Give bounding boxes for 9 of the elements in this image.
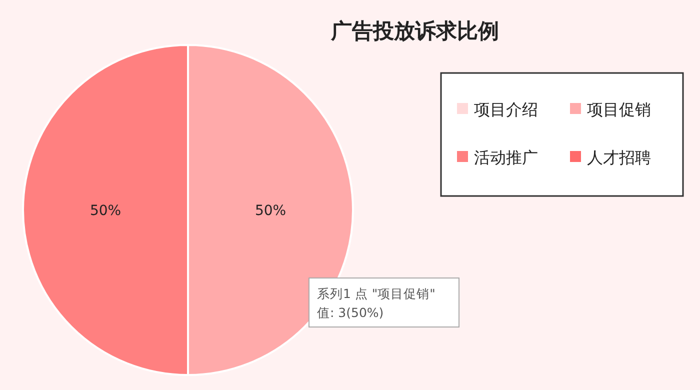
data-label: 50%: [90, 203, 122, 219]
legend-label: 人才招聘: [587, 148, 651, 167]
chart-title: 广告投放诉求比例: [330, 18, 499, 43]
data-label: 50%: [254, 203, 286, 219]
text: 值: 3(50%): [317, 305, 384, 320]
text: 系列1 点 "项目促销": [317, 286, 436, 301]
legend-label: 项目促销: [587, 100, 651, 119]
legend-label: 项目介绍: [474, 100, 538, 119]
legend-label: 活动推广: [474, 148, 538, 167]
